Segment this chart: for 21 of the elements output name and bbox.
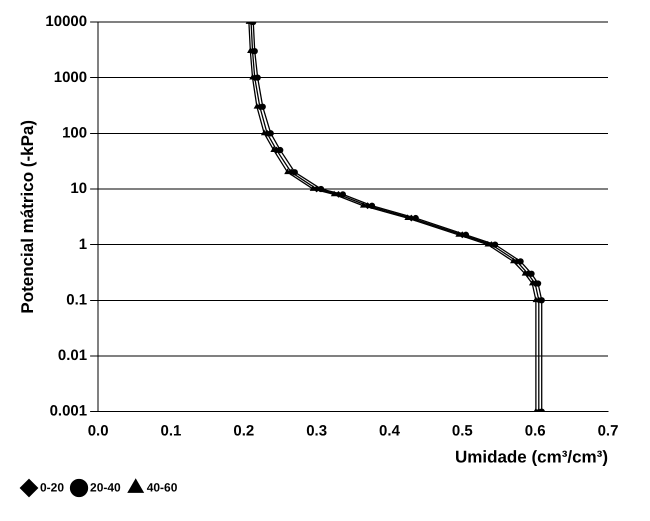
- y-tick-label: 0.01: [58, 347, 88, 364]
- x-axis-title: Umidade (cm³/cm³): [454, 447, 608, 466]
- y-tick-label: 0.1: [66, 291, 88, 308]
- x-tick-label: 0.4: [379, 422, 401, 440]
- legend-label: 0-20: [40, 480, 64, 494]
- legend-label: 20-40: [90, 480, 122, 494]
- x-tick-label: 0.6: [524, 422, 546, 440]
- y-tick-label: 10: [70, 180, 88, 198]
- y-tick-label: 0.001: [50, 402, 88, 420]
- x-tick-label: 0.7: [598, 422, 618, 440]
- y-tick-label: 100: [62, 124, 88, 142]
- x-tick-label: 0.2: [233, 422, 254, 440]
- x-tick-label: 0.5: [452, 422, 473, 440]
- x-tick-label: 0.0: [88, 422, 109, 440]
- y-tick-label: 10000: [45, 13, 88, 30]
- y-axis-title: Potencial mátrico (-kPa): [18, 120, 37, 314]
- y-tick-label: 1: [78, 236, 88, 253]
- x-tick-label: 0.1: [160, 422, 182, 440]
- y-tick-label: 1000: [54, 68, 88, 86]
- x-tick-label: 0.3: [306, 422, 328, 440]
- legend-label: 40-60: [146, 480, 178, 494]
